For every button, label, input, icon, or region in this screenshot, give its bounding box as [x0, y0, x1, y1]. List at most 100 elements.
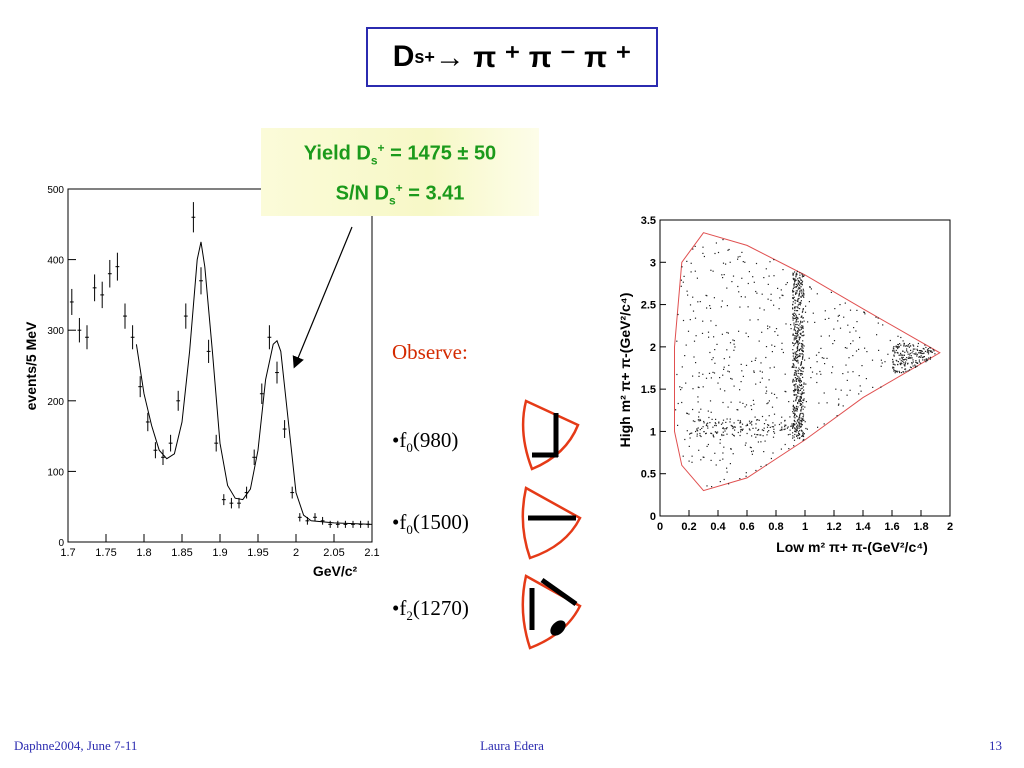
- dalitz-point: [681, 387, 683, 389]
- dalitz-point: [724, 390, 726, 392]
- bullet-base: f: [399, 428, 407, 452]
- dalitz-point: [897, 344, 900, 346]
- dalitz-point: [690, 271, 692, 273]
- dalitz-point: [790, 425, 792, 427]
- dalitz-point: [843, 316, 845, 318]
- dalitz-point: [802, 435, 805, 438]
- dalitz-point: [739, 306, 741, 308]
- dalitz-point: [793, 317, 795, 320]
- dalitz-pattern-f2-1270-icon: [521, 574, 582, 650]
- dalitz-point: [922, 359, 924, 361]
- dalitz-point: [794, 280, 796, 282]
- dalitz-point: [800, 422, 802, 424]
- dalitz-point: [740, 381, 742, 383]
- dalitz-plot-frame: [659, 219, 951, 517]
- dalitz-point: [914, 353, 916, 355]
- dalitz-point: [798, 386, 800, 389]
- dalitz-point: [904, 363, 906, 365]
- dalitz-point: [912, 350, 914, 352]
- dalitz-point: [797, 437, 799, 439]
- dalitz-point: [797, 389, 799, 391]
- dalitz-point: [850, 343, 852, 345]
- dalitz-point: [689, 319, 691, 321]
- dalitz-point: [797, 317, 799, 319]
- dalitz-point: [722, 458, 724, 460]
- dalitz-point: [765, 346, 768, 348]
- dalitz-point: [794, 393, 796, 396]
- dalitz-point: [754, 359, 756, 361]
- dalitz-point: [798, 281, 800, 283]
- dalitz-point: [742, 375, 744, 377]
- dalitz-point: [797, 431, 799, 433]
- dalitz-point: [730, 377, 732, 380]
- dalitz-point: [796, 283, 798, 286]
- dalitz-point: [802, 439, 804, 441]
- dalitz-point: [794, 390, 796, 392]
- dalitz-point: [688, 445, 690, 447]
- dalitz-point: [797, 406, 799, 408]
- dalitz-point: [796, 434, 798, 436]
- dalitz-point: [846, 394, 848, 396]
- mass-x-tick-label: 1.9: [212, 547, 227, 559]
- dalitz-point: [692, 375, 694, 377]
- dalitz-point: [794, 359, 797, 361]
- dalitz-point: [795, 286, 797, 288]
- dalitz-point: [800, 316, 802, 318]
- bullet-f0-980: •f0(980): [392, 428, 458, 456]
- dalitz-point: [794, 430, 796, 432]
- dalitz-point: [799, 342, 801, 344]
- dalitz-point: [798, 367, 800, 369]
- dalitz-point: [913, 345, 915, 347]
- dalitz-point: [801, 273, 803, 275]
- dalitz-point: [796, 420, 798, 422]
- dalitz-point: [895, 371, 897, 373]
- title-rest: → π ⁺ π ⁻ π ⁺: [434, 40, 632, 74]
- dalitz-point: [793, 363, 795, 366]
- dalitz-point: [799, 385, 802, 387]
- dalitz-point: [799, 288, 801, 290]
- dalitz-point: [744, 296, 746, 298]
- dalitz-point: [792, 366, 794, 368]
- dalitz-point: [901, 367, 903, 369]
- dalitz-scatter-chart: 0 0.2 0.4 0.6 0.8 1 1.2 1.4 1.6 1.8 2 0 0.5 1 1.5 2 2.5 3…: [617, 215, 953, 555]
- dalitz-point: [796, 416, 798, 418]
- dalitz-point: [705, 432, 707, 434]
- dalitz-point: [761, 371, 763, 373]
- dalitz-point: [794, 410, 796, 412]
- dalitz-point: [729, 463, 731, 465]
- dalitz-point: [894, 372, 896, 374]
- dalitz-point: [681, 266, 683, 268]
- dalitz-point: [771, 406, 774, 408]
- dalitz-point: [696, 277, 698, 279]
- dalitz-point: [931, 351, 933, 353]
- dalitz-point: [771, 351, 773, 353]
- dalitz-point: [724, 430, 726, 432]
- dalitz-point: [769, 326, 771, 328]
- dalitz-point: [907, 344, 909, 346]
- dalitz-point: [746, 424, 749, 426]
- dalitz-point: [799, 304, 801, 306]
- dalitz-point: [798, 329, 800, 331]
- dalitz-point: [802, 399, 804, 401]
- dalitz-point: [858, 393, 860, 395]
- dalitz-point: [751, 450, 753, 453]
- dalitz-point: [927, 350, 929, 352]
- dalitz-point: [802, 366, 804, 368]
- dalitz-point: [802, 288, 804, 290]
- bullet-rest: (1500): [412, 510, 469, 534]
- dalitz-point: [768, 400, 770, 402]
- dalitz-point: [802, 344, 804, 346]
- dalitz-point: [768, 379, 770, 381]
- mass-x-tick-label: 2.05: [323, 547, 344, 559]
- dalitz-point: [754, 433, 756, 435]
- dalitz-point: [892, 358, 894, 361]
- dalitz-point: [714, 362, 716, 364]
- dalitz-point: [904, 368, 907, 370]
- dalitz-point: [792, 408, 794, 410]
- mass-y-tick-label: 400: [47, 256, 64, 267]
- dalitz-point: [897, 347, 899, 350]
- dalitz-point: [917, 345, 919, 347]
- dalitz-point: [849, 309, 852, 311]
- dalitz-point: [792, 289, 794, 291]
- dalitz-point: [741, 251, 743, 253]
